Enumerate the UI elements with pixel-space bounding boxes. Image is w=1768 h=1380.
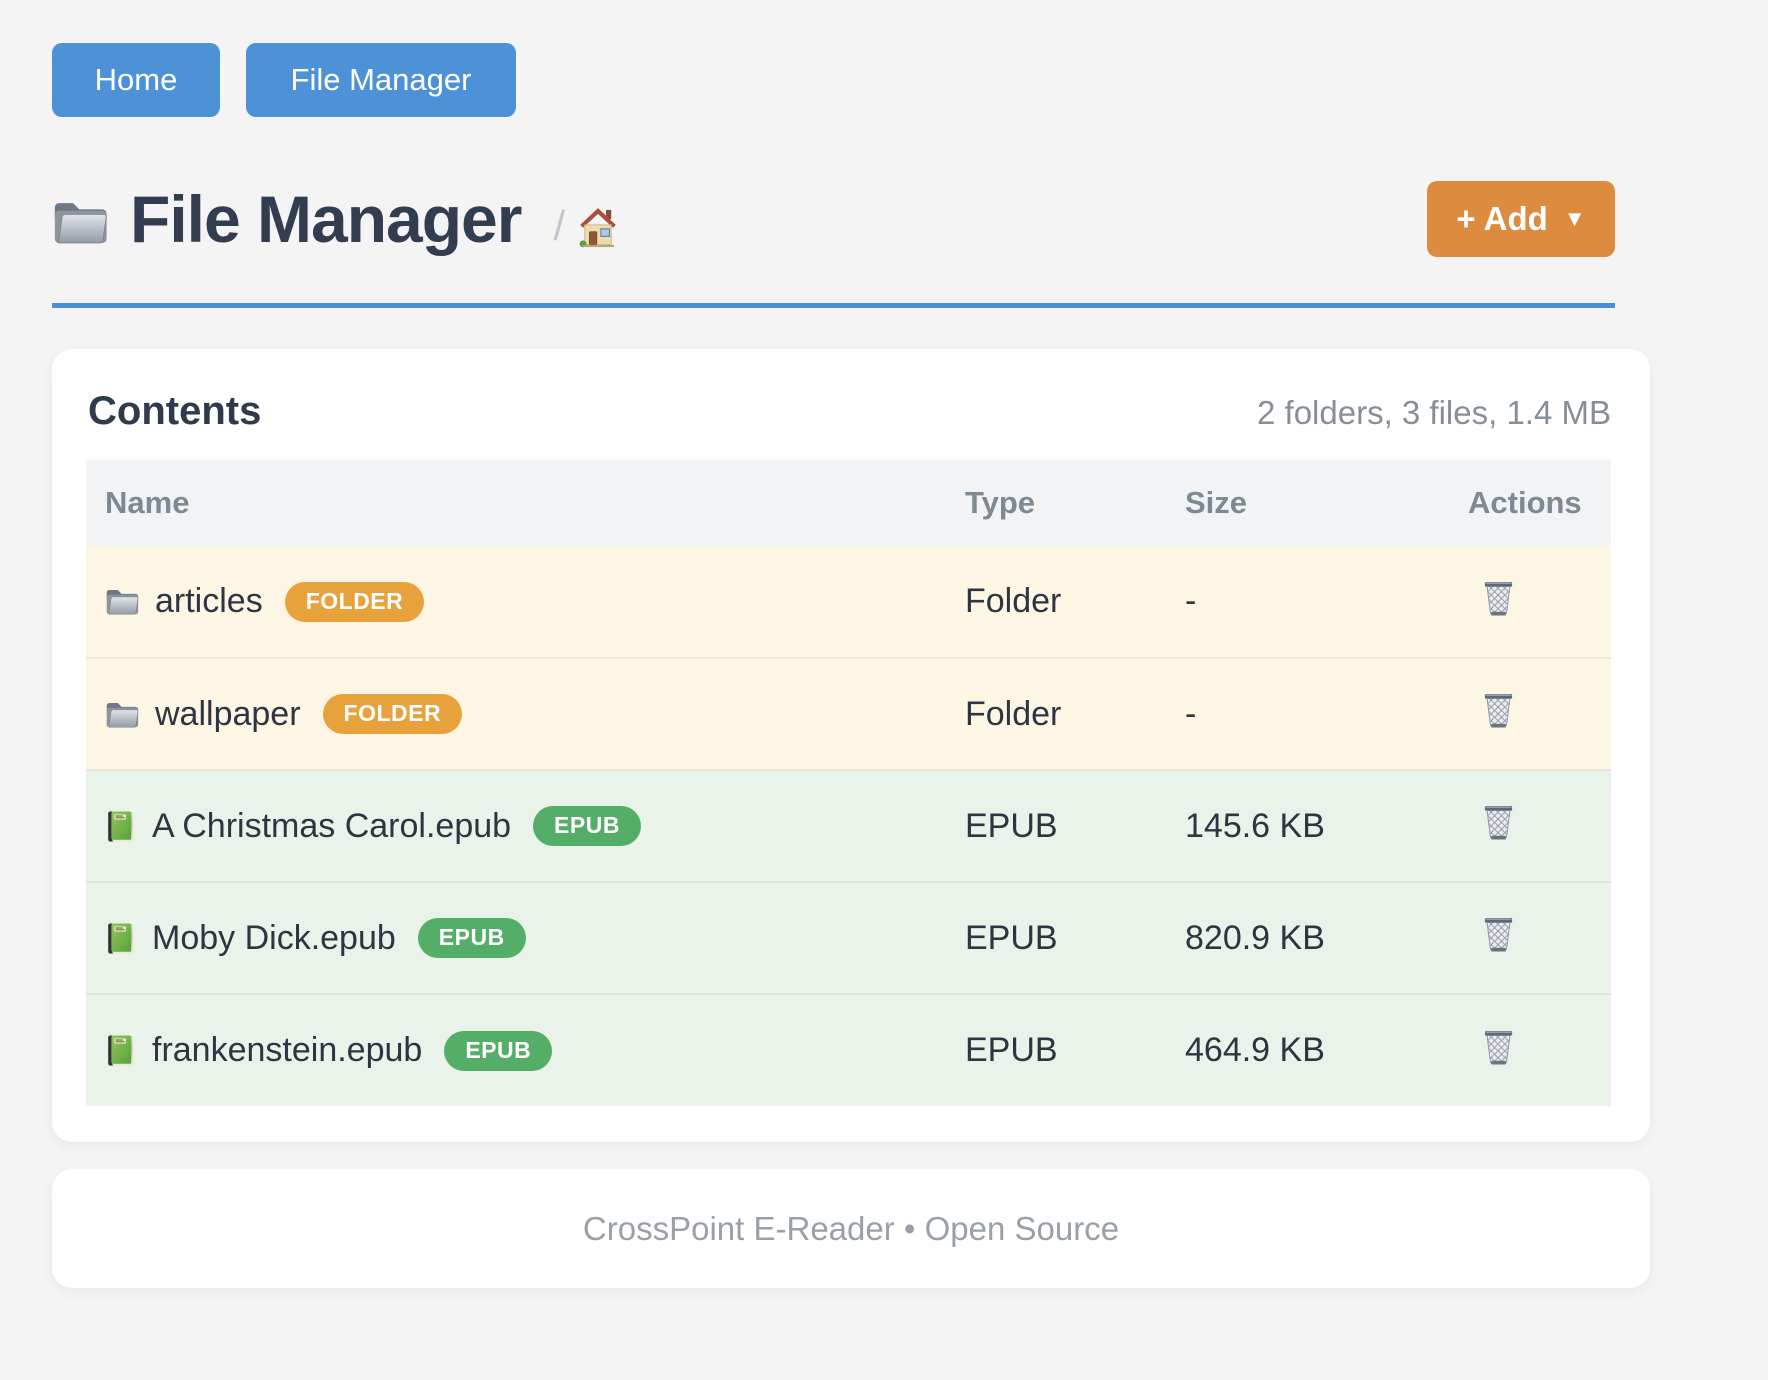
footer-text: CrossPoint E-Reader • Open Source: [582, 1209, 1120, 1247]
type-cell: EPUB: [965, 993, 1185, 1106]
table-header-row: Name Type Size Actions: [86, 460, 1611, 546]
breadcrumb-home-link[interactable]: [575, 203, 621, 249]
file-name-link[interactable]: A Christmas Carol.epub: [152, 806, 512, 845]
size-cell: 464.9 KB: [1185, 993, 1468, 1106]
contents-card: Contents 2 folders, 3 files, 1.4 MB Name…: [52, 349, 1650, 1142]
size-cell: 820.9 KB: [1185, 881, 1468, 994]
house-icon: [575, 203, 621, 249]
folder-name-link[interactable]: wallpaper: [155, 694, 301, 733]
column-header-size: Size: [1185, 485, 1248, 520]
delete-button[interactable]: [1481, 690, 1516, 729]
top-nav: Home File Manager: [52, 43, 1768, 117]
type-cell: EPUB: [965, 881, 1185, 994]
size-cell: -: [1185, 582, 1197, 620]
file-name-link[interactable]: frankenstein.epub: [152, 1031, 423, 1069]
book-icon: [105, 809, 136, 844]
breadcrumb-separator: /: [553, 202, 566, 249]
trash-icon: [1481, 578, 1516, 617]
delete-button[interactable]: [1481, 1027, 1516, 1066]
add-button-label: + Add: [1456, 200, 1548, 237]
folder-icon: [105, 587, 139, 616]
add-button[interactable]: + Add ▼: [1427, 181, 1615, 257]
book-icon: [105, 921, 136, 956]
delete-button[interactable]: [1481, 578, 1516, 617]
footer-card: CrossPoint E-Reader • Open Source: [52, 1169, 1650, 1288]
type-cell: EPUB: [965, 769, 1185, 882]
folder-icon: [52, 198, 108, 246]
type-badge: FOLDER: [284, 581, 425, 622]
page-title: File Manager: [130, 181, 522, 256]
file-table: Name Type Size Actions articles FOLDER F…: [86, 460, 1611, 1106]
size-cell: 145.6 KB: [1185, 769, 1468, 882]
column-header-name: Name: [105, 485, 190, 520]
type-badge: EPUB: [533, 806, 641, 846]
table-row: wallpaper FOLDER Folder -: [86, 657, 1611, 770]
delete-button[interactable]: [1481, 802, 1516, 841]
header-divider: [52, 303, 1615, 308]
table-row: articles FOLDER Folder -: [86, 546, 1611, 658]
table-row: A Christmas Carol.epub EPUB EPUB 145.6 K…: [86, 769, 1611, 882]
trash-icon: [1481, 914, 1516, 953]
card-title: Contents: [88, 389, 262, 433]
page-header: File Manager / + Add ▼: [52, 181, 1615, 257]
nav-file-manager-button[interactable]: File Manager: [246, 43, 516, 117]
file-manager-page: Home File Manager File Manager / + Add ▼…: [52, 43, 1768, 1288]
column-header-type: Type: [965, 485, 1036, 520]
type-badge: EPUB: [444, 1030, 553, 1071]
type-cell: Folder: [965, 657, 1185, 770]
folder-icon: [105, 700, 139, 729]
folder-name-link[interactable]: articles: [155, 582, 263, 620]
delete-button[interactable]: [1481, 914, 1516, 953]
chevron-down-icon: ▼: [1563, 206, 1586, 231]
size-cell: -: [1185, 657, 1468, 770]
type-badge: EPUB: [417, 918, 526, 958]
trash-icon: [1481, 802, 1516, 841]
file-name-link[interactable]: Moby Dick.epub: [152, 918, 396, 957]
table-row: frankenstein.epub EPUB EPUB 464.9 KB: [86, 993, 1611, 1106]
table-row: Moby Dick.epub EPUB EPUB 820.9 KB: [86, 881, 1611, 994]
book-icon: [105, 1033, 136, 1068]
type-badge: FOLDER: [322, 694, 463, 734]
column-header-actions: Actions: [1468, 485, 1582, 520]
nav-home-button[interactable]: Home: [52, 43, 220, 117]
contents-summary: 2 folders, 3 files, 1.4 MB: [1257, 394, 1611, 431]
trash-icon: [1481, 1027, 1516, 1066]
type-cell: Folder: [965, 582, 1062, 620]
trash-icon: [1481, 690, 1516, 729]
